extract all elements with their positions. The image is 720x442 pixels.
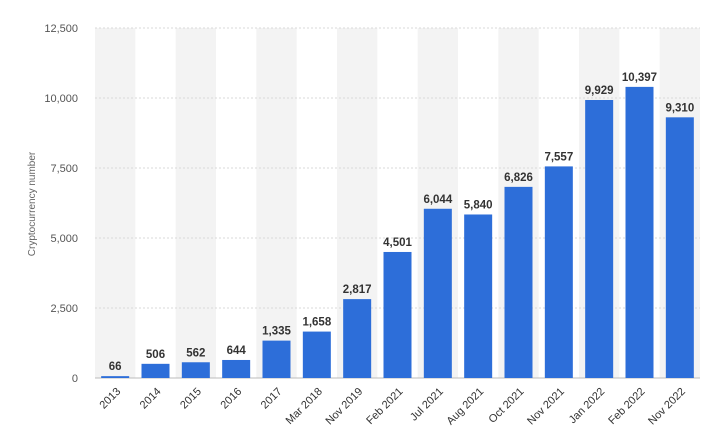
bar xyxy=(302,331,331,378)
data-label: 6,044 xyxy=(423,194,452,206)
y-tick-label: 7,500 xyxy=(50,163,78,175)
data-label: 4,501 xyxy=(383,237,412,249)
bar xyxy=(101,376,130,378)
y-axis: 0 2,500 5,000 7,500 10,000 12,500 xyxy=(44,23,78,385)
bar xyxy=(141,363,170,378)
data-label: 10,397 xyxy=(622,72,657,84)
bar xyxy=(222,359,251,378)
bar xyxy=(665,117,694,378)
bar xyxy=(423,208,452,378)
x-tick-label: Jul 2021 xyxy=(408,386,446,424)
x-tick-label: Mar 2018 xyxy=(284,386,325,427)
data-label: 562 xyxy=(186,347,205,359)
y-tick-label: 12,500 xyxy=(44,23,78,35)
bar xyxy=(464,214,493,378)
bar xyxy=(262,340,291,378)
bar xyxy=(585,99,614,378)
x-tick-label: Nov 2019 xyxy=(324,386,366,428)
y-tick-label: 0 xyxy=(72,373,78,385)
data-label: 5,840 xyxy=(464,199,493,211)
bar xyxy=(181,362,210,378)
x-tick-label: Feb 2021 xyxy=(364,386,405,427)
bar xyxy=(383,251,412,378)
x-tick-label: Nov 2022 xyxy=(646,386,688,428)
x-tick-label: 2015 xyxy=(178,386,204,412)
x-tick-label: 2016 xyxy=(218,386,244,412)
bar xyxy=(504,186,533,378)
category-band xyxy=(256,28,297,378)
data-label: 9,310 xyxy=(665,102,694,114)
data-labels: 66 506 562 644 1,335 1,658 2,817 4,501 6,044 5,84… xyxy=(109,72,694,373)
y-axis-title: Cryptocurrency number xyxy=(27,151,38,256)
y-tick-label: 2,500 xyxy=(50,303,78,315)
y-tick-label: 5,000 xyxy=(50,233,78,245)
x-tick-label: 2014 xyxy=(138,386,164,412)
x-tick-label: Jan 2022 xyxy=(567,386,607,426)
data-label: 506 xyxy=(146,349,165,361)
data-label: 1,335 xyxy=(262,326,291,338)
data-label: 6,826 xyxy=(504,172,533,184)
x-tick-label: Nov 2021 xyxy=(525,386,567,428)
bar xyxy=(544,166,573,378)
category-band xyxy=(95,28,136,378)
data-label: 7,557 xyxy=(544,151,573,163)
data-label: 1,658 xyxy=(302,317,331,329)
data-label: 644 xyxy=(227,345,247,357)
x-tick-label: Aug 2021 xyxy=(444,386,486,428)
x-tick-label: 2013 xyxy=(97,386,123,412)
x-tick-label: Oct 2021 xyxy=(487,386,527,426)
x-tick-label: Feb 2022 xyxy=(606,386,647,427)
y-tick-label: 10,000 xyxy=(44,93,78,105)
data-label: 2,817 xyxy=(343,284,372,296)
bar xyxy=(343,299,372,378)
x-tick-label: 2017 xyxy=(259,386,285,412)
bar xyxy=(625,86,654,378)
bar-series xyxy=(101,86,694,378)
data-label: 9,929 xyxy=(585,85,614,97)
category-band xyxy=(175,28,216,378)
data-label: 66 xyxy=(109,361,122,373)
